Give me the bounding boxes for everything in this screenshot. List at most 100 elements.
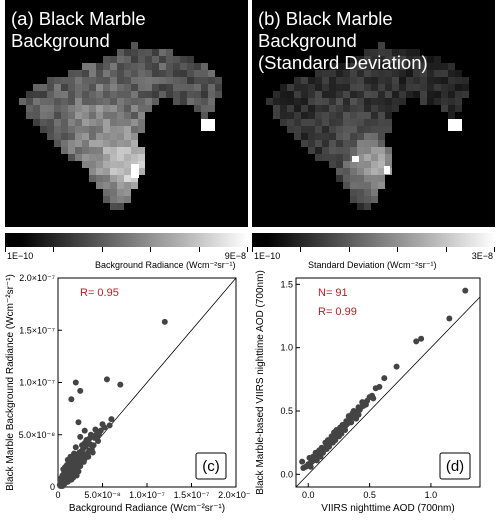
data-point — [75, 419, 82, 426]
y-tick-label: 5.0×10⁻⁸ — [19, 430, 56, 440]
data-point — [108, 416, 115, 423]
data-point — [92, 426, 99, 433]
data-point — [310, 453, 317, 460]
stat-annotation: R= 0.99 — [318, 306, 357, 318]
data-point — [345, 413, 352, 420]
plot-frame — [295, 277, 481, 488]
data-point — [106, 422, 113, 429]
stat-annotation: R= 0.95 — [80, 287, 119, 299]
data-point — [322, 439, 329, 446]
data-point — [462, 287, 469, 294]
colorbar-tick — [5, 247, 6, 252]
data-point — [343, 418, 350, 425]
colorbar-tick — [397, 247, 398, 252]
colorbar-tick — [150, 247, 151, 252]
y-tick-label: 1.5 — [280, 279, 293, 289]
data-point — [68, 476, 75, 483]
data-point — [63, 462, 70, 469]
y-axis-label: Black Marble-based VIIRS nighttime AOD (… — [255, 270, 266, 495]
panel-a-title: (a) Black Marble Background — [11, 8, 146, 51]
one-to-one-line — [295, 296, 481, 488]
x-tick-label: 5.0×10⁻⁸ — [84, 490, 121, 500]
colorbar-b-max: 3E−8 — [471, 251, 493, 261]
data-point — [313, 457, 320, 464]
y-tick-label: 1.0×10⁻⁷ — [19, 378, 55, 388]
colorbar-a-gradient — [5, 233, 248, 247]
data-point — [333, 427, 340, 433]
colorbar-tick — [199, 247, 200, 252]
scatter-chart-d: 0.0 0.5 1.0 0.0 0.5 1.0 1.5 VIIRS nighttime AOD… — [255, 270, 481, 514]
y-tick-label: 2.0×10⁻⁷ — [19, 273, 55, 283]
colorbar-b: 1E−10 3E−8 — [252, 233, 495, 263]
data-point — [77, 387, 84, 394]
data-point — [353, 415, 360, 422]
data-point — [350, 408, 357, 414]
data-point — [77, 433, 84, 440]
map-pixels — [266, 42, 469, 210]
data-point — [57, 478, 64, 485]
data-point — [372, 385, 379, 392]
data-point — [79, 442, 86, 449]
data-point — [70, 461, 77, 468]
data-point — [393, 363, 400, 370]
data-point — [76, 449, 83, 456]
map-pixels — [19, 42, 222, 210]
colorbar-a-min: 1E−10 — [7, 251, 34, 261]
data-point — [117, 381, 124, 388]
colorbar-a-ticks — [5, 247, 248, 252]
data-point — [81, 427, 88, 434]
panel-b-title: (b) Black Marble Background (Standard De… — [258, 8, 495, 74]
stddev-map-image — [266, 42, 469, 210]
colorbar-a: 1E−10 9E−8 — [5, 233, 248, 263]
y-tick-label: 1.0 — [280, 343, 293, 353]
data-point — [332, 437, 339, 444]
scatter-chart-c: 0 5.0×10⁻⁸ 1.0×10⁻⁷ 1.5×10⁻⁷ 2.0×10⁻⁷ 0 5.0×10… — [5, 273, 250, 514]
x-tick-label: 0.0 — [302, 490, 315, 500]
colorbar-tick — [446, 247, 447, 252]
data-point — [413, 338, 420, 345]
data-point — [355, 404, 362, 411]
x-tick-label: 1.5×10⁻⁷ — [174, 490, 210, 500]
data-point — [77, 463, 84, 470]
panel-tag: (d) — [446, 458, 464, 475]
panel-tag-box — [195, 452, 227, 480]
data-point — [326, 443, 333, 450]
data-point — [362, 401, 369, 408]
data-point — [300, 465, 307, 471]
data-point — [94, 433, 101, 440]
data-point — [161, 318, 168, 325]
colorbar-a-max: 9E−8 — [224, 251, 246, 261]
data-point — [60, 466, 67, 473]
data-point — [101, 424, 108, 431]
colorbar-b-min: 1E−10 — [254, 251, 281, 261]
data-point — [370, 395, 377, 402]
y-axis-label: Black Marble Background Radiance (Wcm⁻²s… — [5, 274, 16, 491]
data-point — [446, 315, 453, 322]
data-point — [299, 458, 306, 465]
colorbar-tick — [53, 247, 54, 252]
x-tick-label: 0.5 — [363, 490, 376, 500]
stat-annotation: N= 91 — [318, 287, 348, 299]
data-point — [87, 431, 94, 438]
colorbar-tick — [102, 247, 103, 252]
data-point — [68, 396, 75, 403]
x-tick-label: 0 — [55, 490, 60, 500]
colorbar-b-gradient — [252, 233, 495, 247]
data-point — [73, 472, 80, 479]
data-point — [319, 449, 326, 456]
data-point — [328, 433, 335, 440]
x-axis-label: Background Radiance (Wcm⁻²sr⁻¹) — [69, 503, 225, 514]
data-point — [338, 430, 345, 437]
x-axis-label: VIIRS nighttime AOD (700nm) — [321, 503, 454, 514]
data-point — [87, 441, 94, 448]
data-point — [103, 376, 110, 383]
colorbar-tick — [300, 247, 301, 252]
data-point — [72, 379, 79, 386]
x-tick-label: 2.0×10⁻⁷ — [218, 490, 250, 500]
data-point — [72, 444, 79, 451]
colorbar-b-ticks — [252, 247, 495, 252]
data-point — [342, 427, 349, 433]
x-tick-label: 1.0×10⁻⁷ — [129, 490, 165, 500]
panel-tag-box — [439, 452, 471, 480]
x-tick-label: 1.0 — [425, 490, 438, 500]
